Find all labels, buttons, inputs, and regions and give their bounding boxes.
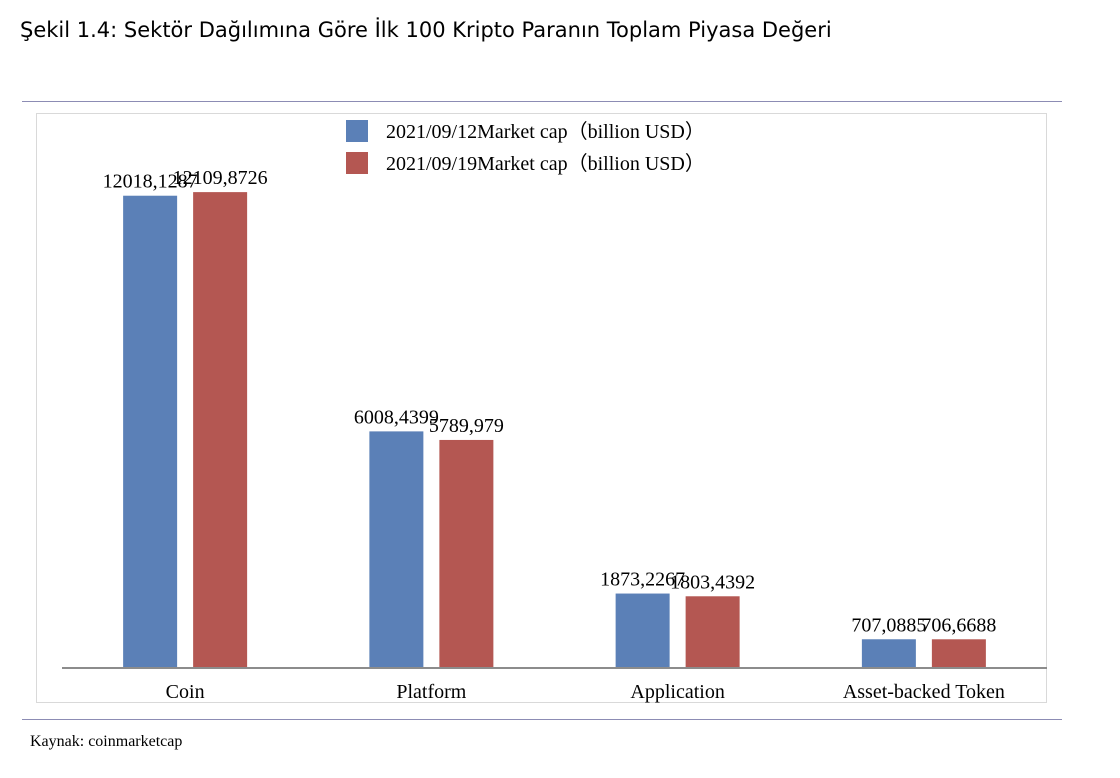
legend-swatch-1 [346, 120, 368, 142]
bar-platform-series-1 [369, 431, 424, 667]
bar-coin-series-2 [193, 192, 248, 667]
value-label-application-series-2: 1803,4392 [670, 571, 755, 593]
bar-asset-backed-token-series-1 [861, 639, 916, 667]
bars-group [123, 192, 986, 668]
value-label-coin-series-2: 12109,8726 [173, 167, 268, 189]
value-label-asset-backed-token-series-2: 706,6688 [921, 614, 996, 636]
value-label-application-series-1: 1873,2267 [600, 569, 685, 591]
figure-title: Şekil 1.4: Sektör Dağılımına Göre İlk 10… [20, 18, 832, 42]
bottom-divider [22, 719, 1062, 720]
top-divider [22, 101, 1062, 102]
bar-platform-series-2 [439, 439, 494, 667]
category-label-asset-backed-token: Asset-backed Token [843, 681, 1005, 703]
category-labels-group: Coin Platform Application Asset-backed Toke… [166, 681, 1005, 703]
legend-swatch-2 [346, 152, 368, 174]
category-label-application: Application [630, 681, 724, 703]
bar-application-series-1 [615, 593, 670, 667]
legend-label-2: 2021/09/19Market cap（billion USD） [386, 152, 705, 175]
legend-label-1: 2021/09/12Market cap（billion USD） [386, 120, 705, 143]
legend: 2021/09/12Market cap（billion USD） 2021/09… [346, 120, 705, 175]
bar-asset-backed-token-series-2 [931, 639, 986, 667]
chart-frame [36, 113, 1047, 703]
bar-coin-series-1 [123, 195, 178, 668]
category-label-platform: Platform [396, 681, 466, 703]
value-label-platform-series-1: 6008,4399 [354, 406, 439, 428]
category-label-coin: Coin [166, 681, 205, 703]
source-note: Kaynak: coinmarketcap [30, 733, 183, 750]
value-label-coin-series-1: 12018,1287 [103, 171, 198, 193]
value-label-platform-series-2: 5789,979 [429, 415, 504, 437]
bar-application-series-2 [685, 596, 740, 667]
value-label-asset-backed-token-series-1: 707,0885 [851, 614, 926, 636]
